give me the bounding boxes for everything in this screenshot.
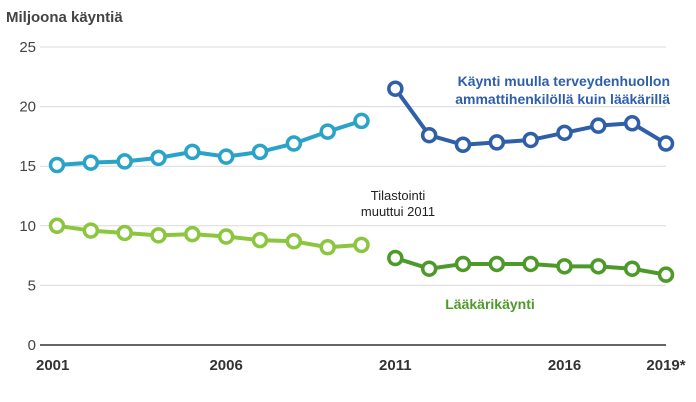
series-0-point: [251, 143, 269, 161]
series-0-point: [623, 115, 641, 132]
series-1-point: [353, 236, 370, 254]
series-label-other-professional-line-1: Käynti muulla terveydenhuollon: [458, 73, 670, 89]
series-1-point: [387, 249, 404, 267]
x-tick-labels: 2001 2006 2011 2016 2019*: [36, 357, 686, 374]
series-group: [48, 80, 675, 283]
series-1-point: [184, 225, 201, 243]
y-tick-labels: 0 5 10 15 20 25: [19, 39, 36, 354]
series-0-point: [48, 156, 66, 174]
y-tick-label: 5: [28, 277, 36, 294]
series-0-line-segment-0: [56, 118, 363, 168]
series-0-point: [116, 153, 133, 170]
series-0-point: [184, 143, 201, 161]
y-tick-label: 20: [19, 99, 36, 116]
series-0-point: [285, 135, 303, 152]
x-tick-label: 2019*: [646, 357, 685, 374]
series-0-point: [420, 126, 438, 144]
x-tick-label: 2001: [36, 357, 69, 374]
series-1-point: [522, 255, 539, 273]
series-1-point: [454, 255, 472, 273]
y-tick-label: 10: [19, 218, 36, 235]
series-1-point: [657, 266, 675, 283]
series-0-point: [590, 117, 607, 134]
y-tick-label: 15: [19, 158, 36, 175]
series-0-point: [454, 136, 472, 153]
y-axis-label: Miljoona käyntiä: [6, 9, 123, 26]
series-1-point: [420, 260, 438, 277]
series-label-doctor-visit: Lääkärikäynti: [445, 296, 535, 312]
y-tick-label: 25: [19, 39, 36, 56]
series-0-point: [150, 149, 167, 167]
x-tick-label: 2006: [209, 357, 242, 374]
series-label-other-professional-line-2: ammattihenkilöllä kuin lääkärillä: [455, 91, 670, 107]
series-1-point: [150, 227, 167, 244]
series-0-point: [556, 124, 573, 142]
series-1-point: [623, 260, 641, 277]
series-0-point: [522, 131, 539, 149]
series-1-point: [556, 258, 573, 275]
series-1-point: [116, 224, 133, 242]
series-0-point: [319, 123, 336, 140]
y-tick-label: 0: [28, 337, 36, 354]
annotation-line-2: muuttui 2011: [361, 204, 435, 219]
annotation-line-1: Tilastointi: [371, 188, 426, 203]
series-0-point: [353, 112, 370, 130]
x-tick-label: 2011: [379, 357, 412, 374]
series-1-point: [319, 239, 336, 256]
series-0-point: [387, 80, 404, 97]
series-0-point: [488, 134, 506, 151]
series-1-point: [251, 231, 269, 249]
series-1-point: [488, 255, 506, 273]
series-1-point: [285, 233, 303, 250]
x-tick-label: 2016: [548, 357, 581, 374]
series-1-line-segment-0: [56, 223, 362, 250]
series-0-point: [82, 154, 100, 171]
series-1-point: [590, 258, 607, 275]
series-1-point: [82, 222, 100, 239]
gridlines: [40, 46, 666, 346]
series-1-point: [48, 217, 66, 235]
series-0-point: [657, 135, 675, 152]
series-1-point: [217, 228, 235, 245]
series-0-point: [217, 148, 235, 165]
